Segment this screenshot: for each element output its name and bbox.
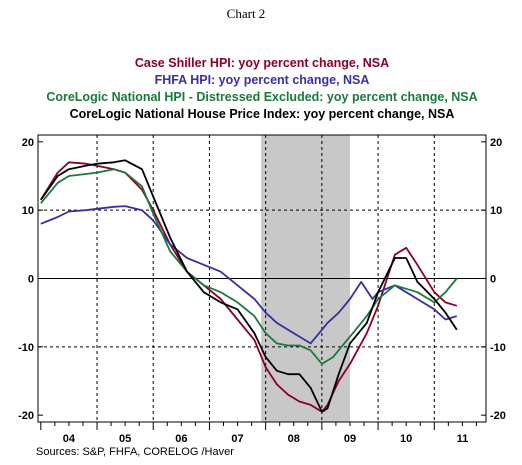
x-tick-label: 08	[288, 433, 300, 445]
legend-entry: CoreLogic National House Price Index: yo…	[70, 107, 455, 121]
y-tick-label-left: -20	[18, 410, 34, 422]
y-tick-label-left: 0	[28, 274, 34, 286]
legend-entry: FHFA HPI: yoy percent change, NSA	[155, 73, 370, 87]
series-line	[40, 159, 458, 413]
series-line	[40, 205, 458, 345]
x-tick-label: 11	[457, 433, 469, 445]
y-tick-label-right: 10	[490, 205, 502, 217]
y-tick-label-right: -10	[490, 342, 506, 354]
y-tick-label-left: 10	[22, 205, 34, 217]
x-tick-label: 05	[119, 433, 131, 445]
chart-title: Chart 2	[227, 6, 266, 21]
y-tick-label-right: -20	[490, 410, 506, 422]
legend-entry: Case Shiller HPI: yoy percent change, NS…	[135, 56, 389, 70]
x-tick-label: 06	[175, 433, 187, 445]
x-tick-label: 10	[400, 433, 412, 445]
chart-legend: Case Shiller HPI: yoy percent change, NS…	[46, 56, 477, 121]
plot-area: 20 20 10 10 0 0 -10 -10 -20 -20 04 05 06 07 08 09 10 11	[18, 134, 506, 445]
x-tick-label: 04	[63, 433, 76, 445]
y-tick-label-left: -10	[18, 342, 34, 354]
legend-entry: CoreLogic National HPI - Distressed Excl…	[46, 90, 477, 104]
y-tick-label-left: 20	[22, 137, 34, 149]
series-line	[40, 161, 458, 413]
series-line	[40, 168, 458, 365]
x-tick-label: 09	[344, 433, 356, 445]
y-tick-label-right: 20	[490, 137, 502, 149]
x-tick-label: 07	[231, 433, 243, 445]
source-note: Sources: S&P, FHFA, CORELOG /Haver	[36, 446, 234, 458]
y-tick-label-right: 0	[490, 274, 496, 286]
